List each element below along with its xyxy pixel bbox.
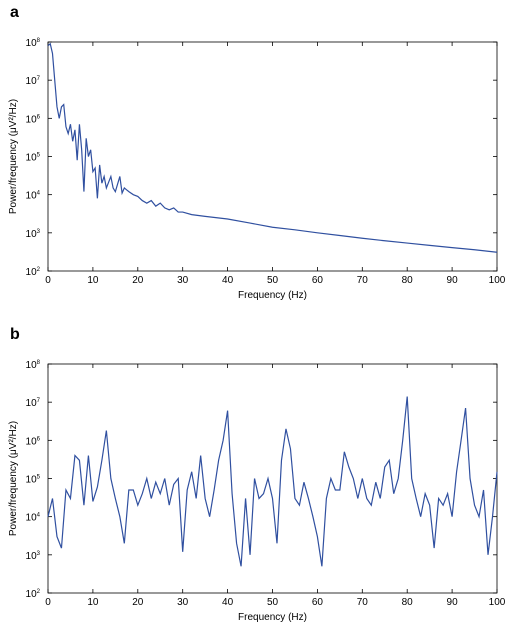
- x-tick-label: 60: [312, 597, 324, 608]
- y-axis-label: Power/frequency (μV²/Hz): [8, 421, 19, 536]
- y-tick-base: 10: [26, 114, 38, 125]
- y-tick-label: 103: [26, 551, 41, 562]
- y-tick-exponent: 3: [37, 551, 41, 557]
- y-tick-exponent: 7: [37, 398, 41, 404]
- y-tick-exponent: 5: [37, 475, 41, 481]
- y-tick-base: 10: [26, 551, 38, 562]
- y-tick-exponent: 3: [37, 229, 41, 235]
- y-tick-label: 105: [26, 153, 41, 164]
- y-tick-exponent: 6: [37, 436, 41, 442]
- x-axis-label: Frequency (Hz): [238, 612, 307, 623]
- y-tick-base: 10: [26, 153, 38, 164]
- x-tick-label: 90: [447, 275, 459, 286]
- x-tick-label: 80: [402, 275, 414, 286]
- y-tick-label: 106: [26, 436, 41, 447]
- x-axis-label: Frequency (Hz): [238, 290, 307, 301]
- y-tick-exponent: 2: [37, 589, 41, 595]
- y-tick-base: 10: [26, 38, 38, 49]
- y-tick-exponent: 5: [37, 153, 41, 159]
- y-tick-label: 104: [26, 513, 41, 524]
- x-tick-label: 40: [222, 597, 234, 608]
- y-tick-label: 102: [26, 267, 41, 278]
- x-tick-label: 80: [402, 597, 414, 608]
- x-tick-label: 20: [132, 275, 144, 286]
- x-tick-label: 10: [87, 275, 99, 286]
- y-tick-exponent: 2: [37, 267, 41, 273]
- y-tick-label: 105: [26, 475, 41, 486]
- y-tick-label: 108: [26, 38, 41, 49]
- x-tick-label: 70: [357, 275, 369, 286]
- x-tick-label: 30: [177, 597, 189, 608]
- y-tick-base: 10: [26, 191, 38, 202]
- y-tick-exponent: 8: [37, 38, 41, 44]
- x-tick-label: 70: [357, 597, 369, 608]
- y-tick-base: 10: [26, 229, 38, 240]
- x-tick-label: 50: [267, 597, 279, 608]
- plot-frame: [47, 41, 498, 272]
- x-tick-label: 0: [45, 597, 51, 608]
- x-tick-label: 0: [45, 275, 51, 286]
- y-tick-label: 107: [26, 398, 41, 409]
- data-line: [47, 42, 498, 253]
- x-tick-label: 50: [267, 275, 279, 286]
- x-tick-label: 90: [447, 597, 459, 608]
- y-tick-base: 10: [26, 475, 38, 486]
- y-tick-base: 10: [26, 436, 38, 447]
- y-tick-base: 10: [26, 589, 38, 600]
- plot-frame: [47, 363, 498, 594]
- x-tick-label: 100: [489, 275, 506, 286]
- y-tick-base: 10: [26, 267, 38, 278]
- y-tick-label: 106: [26, 114, 41, 125]
- y-tick-exponent: 8: [37, 360, 41, 366]
- data-line: [47, 396, 498, 567]
- y-tick-label: 104: [26, 191, 41, 202]
- x-tick-label: 100: [489, 597, 506, 608]
- y-tick-base: 10: [26, 76, 38, 87]
- x-tick-label: 10: [87, 597, 99, 608]
- y-tick-exponent: 4: [37, 513, 41, 519]
- y-axis-label: Power/frequency (μV²/Hz): [8, 99, 19, 214]
- y-tick-label: 108: [26, 360, 41, 371]
- y-tick-base: 10: [26, 513, 38, 524]
- y-tick-exponent: 6: [37, 114, 41, 120]
- x-tick-label: 40: [222, 275, 234, 286]
- y-tick-base: 10: [26, 398, 38, 409]
- panel-label: a: [10, 4, 19, 21]
- x-tick-label: 30: [177, 275, 189, 286]
- y-tick-label: 103: [26, 229, 41, 240]
- x-tick-label: 20: [132, 597, 144, 608]
- y-tick-label: 102: [26, 589, 41, 600]
- panel-label: b: [10, 326, 20, 343]
- y-tick-exponent: 7: [37, 76, 41, 82]
- y-tick-label: 107: [26, 76, 41, 87]
- y-tick-base: 10: [26, 360, 38, 371]
- y-tick-exponent: 4: [37, 191, 41, 197]
- x-tick-label: 60: [312, 275, 324, 286]
